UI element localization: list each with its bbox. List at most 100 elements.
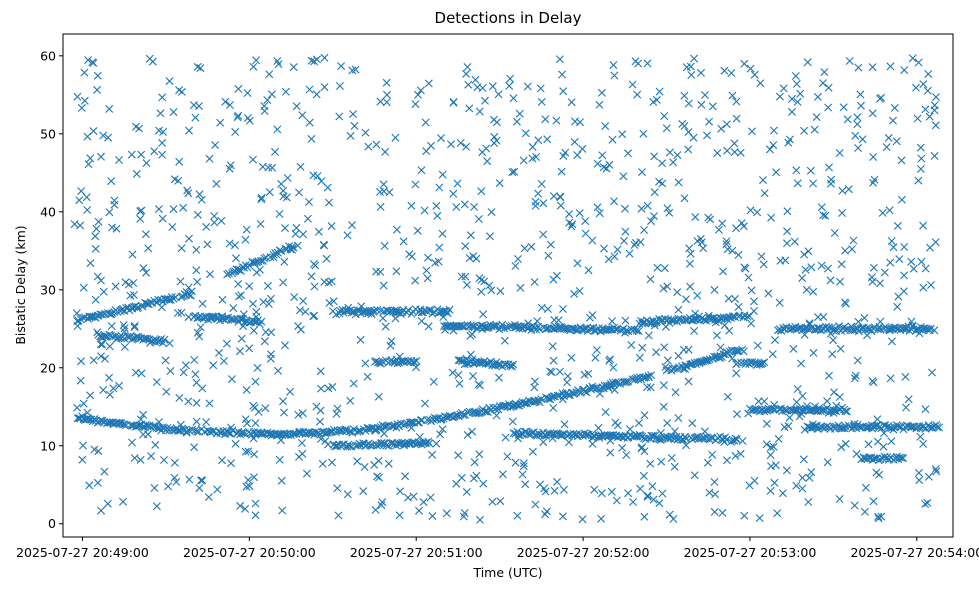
data-point	[90, 445, 99, 454]
data-point	[557, 167, 566, 176]
data-point	[890, 103, 899, 112]
data-point	[193, 62, 202, 71]
data-point	[438, 425, 447, 434]
data-point	[382, 98, 391, 107]
data-point	[374, 392, 383, 401]
data-point	[252, 312, 261, 321]
data-point	[850, 419, 859, 428]
data-point	[376, 267, 385, 276]
data-point	[646, 275, 655, 284]
data-point	[293, 241, 302, 250]
data-point	[852, 449, 861, 458]
data-point	[861, 483, 870, 492]
data-point	[471, 75, 480, 84]
data-point	[573, 259, 582, 268]
data-point	[244, 476, 253, 484]
data-point	[697, 100, 706, 109]
data-point	[546, 240, 555, 249]
data-point	[773, 509, 782, 518]
data-point	[99, 287, 108, 296]
data-point	[670, 462, 679, 471]
data-point	[427, 141, 435, 150]
data-point	[757, 252, 766, 261]
data-point	[111, 282, 120, 291]
data-point	[439, 414, 448, 423]
data-point	[407, 201, 416, 210]
data-point	[767, 213, 776, 222]
data-point	[218, 456, 226, 465]
data-point	[391, 314, 400, 323]
data-point	[530, 278, 539, 286]
data-point	[478, 325, 487, 333]
data-point	[276, 436, 285, 445]
data-point	[766, 486, 775, 495]
data-point	[399, 237, 408, 246]
data-point	[242, 482, 251, 491]
data-point	[152, 378, 161, 386]
data-point	[243, 114, 252, 122]
data-point	[376, 97, 385, 106]
data-point	[417, 317, 426, 326]
data-point	[337, 62, 346, 71]
data-point	[335, 112, 344, 121]
data-point	[305, 198, 313, 206]
data-point	[665, 510, 674, 519]
data-point	[638, 168, 646, 177]
data-point	[704, 356, 712, 365]
data-point	[814, 313, 822, 322]
data-point	[597, 489, 606, 498]
data-point	[916, 432, 925, 441]
data-point	[925, 112, 934, 121]
y-tick-label: 50	[40, 126, 56, 141]
data-point	[317, 177, 326, 186]
data-point	[396, 487, 405, 496]
data-point	[208, 427, 217, 436]
y-axis: 0 10 20 30 40 50 60	[40, 48, 63, 531]
data-point	[461, 242, 470, 251]
data-point	[380, 429, 389, 438]
data-point	[480, 407, 489, 416]
data-point	[357, 302, 366, 311]
data-point	[659, 402, 668, 411]
data-point	[841, 439, 850, 448]
data-point	[359, 487, 368, 496]
data-point	[185, 475, 194, 484]
x-tick-label: 2025-07-27 20:49:00	[16, 545, 149, 560]
data-point	[919, 283, 928, 292]
data-point	[722, 237, 731, 246]
data-point	[449, 189, 458, 198]
data-point	[648, 482, 657, 491]
data-point	[241, 235, 250, 244]
data-point	[105, 373, 114, 382]
data-point	[597, 88, 606, 97]
data-point	[917, 154, 926, 163]
data-point	[915, 329, 924, 338]
data-point	[892, 137, 901, 146]
data-point	[492, 136, 501, 145]
data-point	[823, 397, 832, 406]
data-point	[739, 347, 748, 356]
data-point	[265, 70, 274, 79]
data-point	[744, 273, 753, 282]
data-point	[234, 292, 243, 301]
data-point	[873, 415, 882, 424]
data-point	[141, 230, 150, 239]
data-point	[840, 424, 849, 433]
data-point	[181, 361, 190, 370]
data-point	[864, 440, 873, 449]
data-point	[106, 390, 114, 399]
data-point	[347, 442, 356, 451]
data-point	[630, 432, 639, 441]
data-point	[409, 358, 418, 366]
data-point	[741, 264, 750, 273]
data-point	[869, 263, 878, 272]
data-point	[422, 266, 431, 275]
data-point	[404, 493, 412, 502]
data-point	[650, 321, 659, 330]
data-point	[539, 199, 548, 208]
data-point	[746, 206, 755, 215]
data-point	[453, 179, 462, 188]
data-point	[528, 447, 537, 456]
data-point	[878, 208, 887, 217]
data-point	[93, 478, 102, 487]
